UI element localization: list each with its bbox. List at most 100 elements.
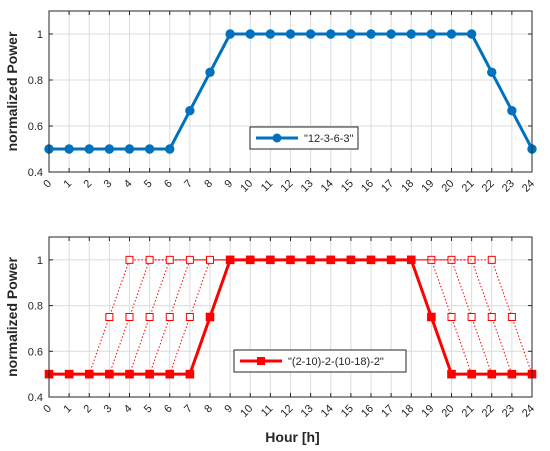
- data-point: [326, 29, 336, 39]
- x-tick-label: 16: [359, 178, 376, 195]
- x-tick-label: 1: [61, 178, 74, 191]
- x-tick-label: 9: [222, 403, 235, 416]
- x-tick-label: 12: [278, 178, 295, 195]
- x-tick-label: 18: [399, 403, 416, 420]
- legend-label: "12-3-6-3": [304, 133, 353, 145]
- data-point: [406, 255, 416, 265]
- alternative-marker: [145, 255, 154, 264]
- x-tick-label: 6: [162, 178, 175, 191]
- data-point: [165, 369, 175, 379]
- data-point: [144, 144, 155, 154]
- x-tick-label: 0: [41, 178, 54, 191]
- alternative-marker: [206, 255, 214, 264]
- data-point: [125, 369, 134, 379]
- y-tick-label: 0.8: [28, 301, 43, 313]
- alternative-marker: [165, 255, 174, 264]
- top-chart-panel: 0 1 2 3 4 5 6 7 8 9 10 11 12 13 14 15 16 17 18 19 20 21 22 23 24…: [4, 10, 537, 195]
- data-point: [446, 29, 457, 39]
- y-tick-label: 0.6: [28, 121, 43, 133]
- x-tick-label: 21: [460, 403, 477, 420]
- x-tick-label: 15: [339, 178, 356, 195]
- data-point: [427, 312, 436, 322]
- alternative-line: [129, 259, 493, 375]
- x-tick-label: 12: [278, 403, 295, 420]
- data-point: [225, 255, 235, 265]
- y-axis-label: normalized Power: [4, 257, 20, 377]
- alternative-marker: [507, 313, 516, 321]
- x-tick-label: 8: [202, 403, 215, 416]
- alternative-line: [169, 259, 533, 375]
- y-tick-label: 0.4: [28, 167, 43, 179]
- data-point: [205, 312, 215, 322]
- y-tick-label: 0.8: [28, 75, 43, 87]
- x-tick-label: 20: [439, 403, 456, 420]
- y-tick-label: 0.6: [28, 346, 43, 358]
- alternative-marker: [125, 255, 134, 264]
- legend-box: [249, 126, 359, 150]
- bottom-chart-panel: 0 1 2 3 4 5 6 7 8 9 10 11 12 13 14 15 16 17 18 19 20 21 22 23 24…: [4, 236, 537, 445]
- data-point: [245, 29, 255, 39]
- x-tick-label: 16: [359, 403, 376, 420]
- y-tick-label: 0.4: [28, 392, 43, 404]
- alternative-marker: [145, 313, 154, 321]
- data-point: [84, 369, 94, 379]
- data-point: [507, 369, 517, 379]
- x-tick-label: 17: [379, 403, 396, 420]
- legend-box: [233, 349, 407, 373]
- data-point: [426, 29, 437, 39]
- x-tick-label: 24: [520, 178, 537, 195]
- alternative-marker: [447, 313, 456, 321]
- alternative-marker: [487, 313, 496, 321]
- data-point: [326, 255, 336, 265]
- data-point: [285, 29, 296, 39]
- data-point: [105, 369, 114, 379]
- x-tick-label: 19: [419, 178, 436, 195]
- x-tick-label: 13: [299, 178, 316, 195]
- alternative-marker: [185, 255, 194, 264]
- data-point: [84, 144, 94, 154]
- data-point: [386, 29, 396, 39]
- data-point: [124, 144, 135, 154]
- x-tick-label: 2: [82, 178, 95, 191]
- data-point: [265, 29, 276, 39]
- data-point: [306, 255, 315, 265]
- data-point: [466, 29, 477, 39]
- x-tick-label: 4: [122, 178, 135, 191]
- alternative-marker: [487, 255, 496, 264]
- data-point: [305, 29, 316, 39]
- x-tick-label: 23: [500, 403, 517, 420]
- alternative-marker: [467, 313, 476, 321]
- x-tick-label: 5: [142, 178, 155, 191]
- y-tick-label: 1: [37, 29, 43, 41]
- data-point: [185, 105, 195, 116]
- x-tick-label: 3: [102, 403, 115, 416]
- x-tick-label: 21: [460, 178, 477, 195]
- data-point: [64, 369, 74, 379]
- data-point: [205, 67, 215, 78]
- x-axis-label: Hour [h]: [265, 429, 319, 445]
- x-tick-label: 7: [182, 178, 195, 191]
- data-point: [487, 67, 497, 78]
- alternative-marker: [165, 313, 174, 321]
- x-tick-label: 22: [480, 403, 497, 420]
- y-axis-label: normalized Power: [4, 31, 20, 151]
- data-point: [346, 255, 356, 265]
- data-point: [286, 255, 295, 265]
- data-point: [487, 369, 497, 379]
- data-point: [507, 105, 517, 116]
- legend-marker: [272, 133, 282, 143]
- legend-label: "(2-10)-2-(10-18)-2": [288, 356, 384, 368]
- data-point: [346, 29, 356, 39]
- x-tick-label: 18: [399, 178, 416, 195]
- x-tick-label: 9: [222, 178, 235, 191]
- x-tick-label: 5: [142, 403, 155, 416]
- legend-marker: [257, 357, 265, 365]
- x-tick-label: 11: [259, 403, 276, 420]
- data-point: [104, 144, 115, 154]
- x-tick-label: 7: [182, 403, 195, 416]
- x-tick-label: 17: [379, 178, 396, 195]
- x-tick-label: 6: [162, 403, 175, 416]
- alternative-marker: [105, 313, 114, 321]
- x-tick-label: 20: [439, 178, 456, 195]
